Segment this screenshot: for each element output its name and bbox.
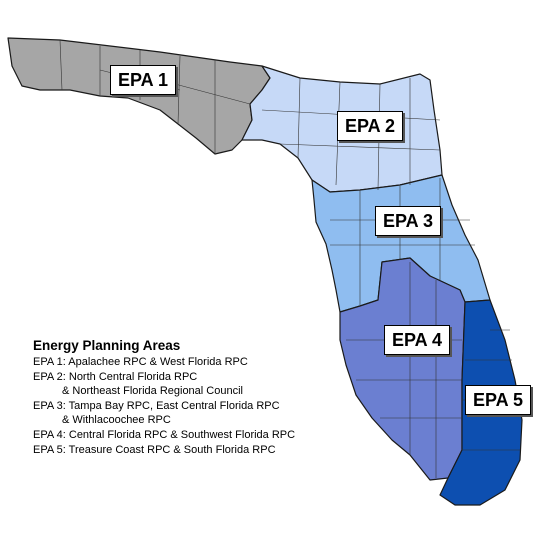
region-epa-1	[7, 37, 271, 155]
legend-item-epa-2-cont: & Northeast Florida Regional Council	[62, 385, 243, 398]
legend-item-epa-1: EPA 1: Apalachee RPC & West Florida RPC	[33, 356, 248, 368]
legend-item-epa-5: EPA 5: Treasure Coast RPC & South Florid…	[33, 443, 276, 456]
legend-title: Energy Planning Areas	[33, 338, 181, 353]
legend-item-epa-4: EPA 4: Central Florida RPC & Southwest F…	[33, 428, 296, 441]
legend-item-epa-3: EPA 3: Tampa Bay RPC, East Central Flori…	[33, 399, 280, 412]
epa-2-label: EPA 2	[337, 111, 404, 141]
legend: Energy Planning Areas EPA 1: Apalachee R…	[33, 338, 353, 457]
epa-1-label: EPA 1	[110, 65, 177, 95]
legend-item-epa-2: EPA 2: North Central Florida RPC	[33, 370, 198, 383]
legend-item-epa-3-cont: & Withlacoochee RPC	[62, 414, 171, 427]
epa-4-label: EPA 4	[384, 325, 451, 355]
epa-3-label: EPA 3	[375, 206, 442, 236]
epa-5-label: EPA 5	[465, 385, 532, 415]
